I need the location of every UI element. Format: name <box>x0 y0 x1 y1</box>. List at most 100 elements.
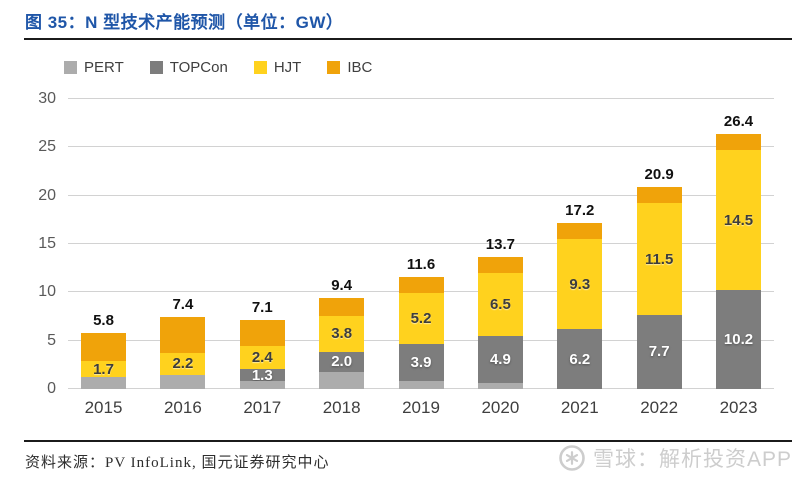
bar-2015: 5.8 1.7 2015 <box>81 99 126 417</box>
xueqiu-logo-icon <box>558 444 586 472</box>
legend-label: HJT <box>273 59 302 76</box>
bar-segment-pert <box>477 383 523 389</box>
bars-container: 5.8 1.7 2015 7.4 2.2 2016 7.1 2.4 1.3 2017 9.4 3.8 2… <box>68 99 774 417</box>
bar-total-label: 26.4 <box>723 112 754 130</box>
bar-segment-topcon: 6.2 <box>557 329 603 389</box>
legend-label: PERT <box>84 59 124 76</box>
bar-segment-value: 2.2 <box>172 355 194 373</box>
bar-total-label: 13.7 <box>485 235 515 253</box>
y-tick-label: 15 <box>38 235 56 252</box>
bar-segment-value: 4.9 <box>489 351 511 369</box>
bar-segment-hjt: 1.7 <box>81 360 126 378</box>
bar-2020: 13.7 6.5 4.9 2020 <box>477 99 523 417</box>
legend-item-ibc: IBC <box>327 59 372 76</box>
y-tick-label: 20 <box>38 186 56 204</box>
legend-item-topcon: TOPCon <box>149 59 228 76</box>
y-tick-label: 10 <box>38 283 56 301</box>
chart-legend: PERT TOPCon HJT IBC <box>64 59 372 76</box>
bar-segment-ibc <box>239 320 285 346</box>
bar-segment-pert <box>239 381 285 389</box>
x-tick-label: 2021 <box>560 398 599 417</box>
bar-segment-pert <box>398 381 444 389</box>
legend-item-hjt: HJT <box>253 59 302 76</box>
x-tick-label: 2019 <box>402 398 440 417</box>
bar-2017: 7.1 2.4 1.3 2017 <box>239 99 285 417</box>
bar-segment-ibc <box>81 332 126 361</box>
watermark: 雪球：解析投资APP <box>558 443 792 473</box>
legend-label: IBC <box>347 59 373 76</box>
bar-segment-hjt: 14.5 <box>716 150 761 291</box>
bar-segment-pert <box>160 374 206 389</box>
bar-segment-topcon: 4.9 <box>477 335 523 384</box>
legend-swatch-topcon <box>149 61 163 74</box>
y-tick-label: 30 <box>38 90 56 107</box>
x-tick-label: 2015 <box>84 398 123 417</box>
bar-segment-value: 7.7 <box>648 343 670 361</box>
watermark-text: 雪球：解析投资APP <box>592 448 792 471</box>
bar-segment-pert <box>81 377 126 389</box>
bar-2022: 20.9 11.5 7.7 2022 <box>636 99 682 417</box>
gridline <box>68 194 774 196</box>
bar-total-label: 20.9 <box>644 166 674 183</box>
bar-segment-topcon: 2.0 <box>319 352 365 372</box>
bar-segment-hjt: 3.8 <box>319 315 365 353</box>
bar-segment-hjt: 2.4 <box>239 345 285 369</box>
x-tick-label: 2017 <box>243 398 282 417</box>
bar-total-label: 9.4 <box>331 277 353 295</box>
bar-segment-value: 6.5 <box>489 295 511 313</box>
y-tick-label: 25 <box>38 138 56 156</box>
bar-segment-value: 2.0 <box>331 353 353 371</box>
figure-title: 图 35：N 型技术产能预测（单位：GW） <box>25 13 344 32</box>
bar-segment-hjt: 9.3 <box>557 239 603 330</box>
bar-segment-ibc <box>398 276 444 294</box>
x-tick-label: 2022 <box>640 398 679 417</box>
bar-total-label: 11.6 <box>406 255 436 273</box>
bar-2021: 17.2 9.3 6.2 2021 <box>557 99 603 417</box>
legend-label: TOPCon <box>169 59 228 76</box>
x-tick-label: 2018 <box>322 398 361 417</box>
bar-segment-topcon: 1.3 <box>239 368 285 382</box>
bar-segment-value: 9.3 <box>569 275 591 293</box>
y-axis: 0 5 10 15 20 25 30 <box>0 90 58 397</box>
bar-segment-topcon: 10.2 <box>716 290 761 389</box>
bar-segment-ibc <box>557 222 603 240</box>
bar-segment-ibc <box>636 187 682 204</box>
x-tick-label: 2023 <box>719 398 758 417</box>
bar-segment-ibc <box>160 317 206 354</box>
bar-segment-ibc <box>319 298 365 316</box>
footer-divider <box>24 440 792 442</box>
bar-segment-topcon: 7.7 <box>636 314 682 389</box>
bar-segment-value: 6.2 <box>569 350 591 368</box>
gridline <box>68 146 774 148</box>
bar-segment-value: 3.9 <box>410 353 432 371</box>
bar-total-label: 7.4 <box>172 296 194 314</box>
x-tick-label: 2020 <box>481 398 520 417</box>
source-text: 资料来源：PV InfoLink, 国元证券研究中心 <box>25 455 330 471</box>
bar-segment-value: 10.2 <box>723 331 754 349</box>
bar-segment-topcon: 3.9 <box>398 343 444 382</box>
bar-total-label: 17.2 <box>565 201 595 219</box>
bar-segment-value: 1.7 <box>93 360 114 378</box>
bar-segment-value: 2.4 <box>251 348 273 366</box>
bar-segment-ibc <box>716 133 761 151</box>
bar-segment-value: 5.2 <box>410 309 432 327</box>
y-tick-label: 0 <box>47 380 56 397</box>
x-tick-label: 2016 <box>163 398 202 417</box>
y-tick-label: 5 <box>47 331 56 349</box>
bar-segment-ibc <box>477 256 523 274</box>
bar-segment-value: 11.5 <box>644 250 674 268</box>
bar-2016: 7.4 2.2 2016 <box>160 99 206 417</box>
bar-segment-hjt: 6.5 <box>477 273 523 336</box>
legend-swatch-pert <box>64 61 77 74</box>
bar-2019: 11.6 5.2 3.9 2019 <box>398 99 444 417</box>
plot-area: 5.8 1.7 2015 7.4 2.2 2016 7.1 2.4 1.3 2017 9.4 3.8 2… <box>68 98 774 417</box>
bar-segment-hjt: 11.5 <box>636 203 682 315</box>
bar-total-label: 7.1 <box>251 299 273 317</box>
legend-swatch-hjt <box>253 61 267 74</box>
bar-segment-pert <box>319 371 365 389</box>
bar-2018: 9.4 3.8 2.0 2018 <box>319 99 365 417</box>
bar-segment-value: 14.5 <box>723 211 754 229</box>
bar-segment-hjt: 5.2 <box>398 293 444 344</box>
gridline <box>68 98 774 99</box>
